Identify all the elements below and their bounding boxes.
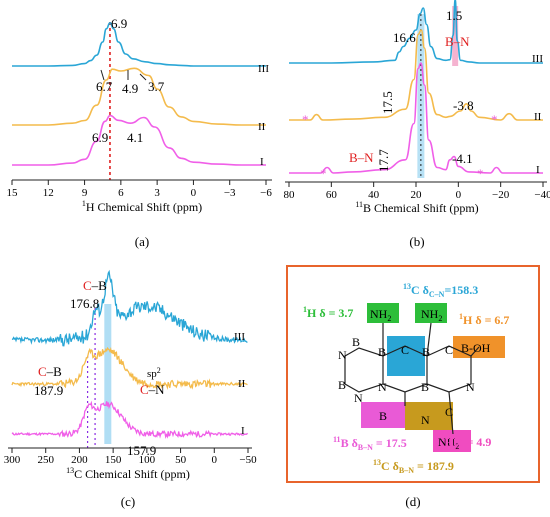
atom-label: N	[354, 391, 363, 405]
trace-label-I: I	[536, 164, 540, 176]
panel-a: 6.9 6.7 4.9 3.7 6.9 4.1 III II I 15 12 9 6 3…	[0, 0, 275, 256]
atom-label: B-OH	[461, 341, 491, 355]
peak-label: 187.9	[34, 383, 63, 398]
peak-label: 4.9	[122, 81, 138, 96]
trace-label-II: II	[238, 378, 246, 390]
h1-67-label: 1H δ = 6.7	[459, 312, 509, 327]
h1-37-label: 1H δ = 3.7	[303, 305, 353, 320]
x-tick-label: −20	[492, 189, 510, 201]
atom-label: C	[445, 343, 453, 357]
x-axis-label: 13C Chemical Shift (ppm)	[66, 466, 190, 481]
x-tick-label: 15	[7, 187, 19, 199]
x-tick-label: −3	[224, 187, 236, 199]
annotation: sp2	[147, 366, 161, 380]
panel-label: (b)	[409, 234, 424, 249]
peak-label: 4.1	[127, 130, 143, 145]
panel-label: (c)	[121, 494, 135, 509]
trace-label-II: II	[258, 121, 266, 133]
x-tick-label: 9	[82, 187, 88, 199]
chart-b: 16.6 1.5 B–N 17.5 -3.8 17.7 -4.1 B–N * *…	[275, 0, 550, 256]
atom-label: N	[466, 380, 475, 394]
peak-label: 6.9	[92, 130, 108, 145]
annotation: C–B	[83, 278, 107, 293]
asterisk: *	[302, 112, 309, 127]
panel-b: 16.6 1.5 B–N 17.5 -3.8 17.7 -4.1 B–N * *…	[275, 0, 550, 256]
asterisk: *	[491, 112, 498, 127]
x-tick-label: 40	[368, 189, 380, 201]
asterisk: *	[477, 166, 484, 181]
trace-label-I: I	[241, 425, 245, 437]
atom-label: B	[379, 409, 387, 423]
chart-c: C–B 176.8 C–B 187.9 sp2 C–N 157.9 III II…	[0, 256, 275, 512]
peak-label: 1.5	[446, 8, 462, 23]
atom-label: B	[421, 380, 429, 394]
trace-label-III: III	[258, 63, 269, 75]
bn-label: B–N	[445, 34, 470, 49]
x-tick-group: 80 60 40 20 0 −20 −40	[284, 182, 550, 201]
series-group	[289, 0, 543, 173]
x-tick-label: 12	[43, 187, 54, 199]
atom-label: B	[352, 335, 360, 349]
x-tick-label: 0	[456, 189, 462, 201]
x-tick-label: 150	[105, 454, 122, 466]
peak-label: -3.8	[453, 98, 474, 113]
peak-label: 6.9	[111, 16, 127, 31]
series-II-line	[12, 68, 266, 125]
x-tick-label: 300	[4, 454, 21, 466]
series-I-line	[12, 401, 248, 437]
bn-label: B–N	[349, 150, 374, 165]
x-tick-group: 15 12 9 6 3 0 −3 −6	[7, 180, 273, 199]
x-tick-label: 250	[37, 454, 54, 466]
structure-diagram: B N B N B N C B C B B N C N B-OH NH2 NH2…	[275, 256, 550, 512]
annotation: C–N	[140, 382, 165, 397]
peak-label: 6.7	[96, 79, 113, 94]
panel-d: B N B N B N C B C B B N C N B-OH NH2 NH2…	[275, 256, 550, 512]
trace-label-III: III	[532, 53, 543, 65]
atom-label: B	[338, 378, 346, 392]
x-tick-label: 60	[326, 189, 338, 201]
x-tick-label: −40	[534, 189, 550, 201]
atom-label: N	[421, 413, 430, 427]
trace-label-II: II	[534, 111, 542, 123]
atom-label: C	[401, 343, 409, 357]
atom-label: N	[378, 380, 387, 394]
peak-label: 17.7	[376, 149, 391, 172]
series-III-line	[12, 23, 266, 66]
x-tick-label: −6	[260, 187, 272, 199]
peak-label: 16.6	[393, 30, 416, 45]
trace-label-I: I	[260, 156, 264, 168]
chart-a: 6.9 6.7 4.9 3.7 6.9 4.1 III II I 15 12 9 6 3…	[0, 0, 275, 256]
atom-label: N	[338, 348, 347, 362]
atom-label: C	[445, 405, 453, 419]
peak-label: 176.8	[70, 296, 99, 311]
peak-label: 17.5	[380, 91, 395, 114]
x-tick-label: −50	[239, 454, 257, 466]
x-tick-label: 20	[411, 189, 423, 201]
asterisk: *	[320, 166, 327, 181]
panel-label: (a)	[135, 234, 149, 249]
series-group	[12, 272, 248, 437]
panel-label: (d)	[405, 494, 420, 509]
c13-bn-label: 13C δB–N = 187.9	[373, 458, 454, 475]
x-tick-label: 80	[284, 189, 296, 201]
panel-c: C–B 176.8 C–B 187.9 sp2 C–N 157.9 III II…	[0, 256, 275, 512]
h1-49-label: 1H δ = 4.9	[441, 434, 491, 449]
series-III-line	[12, 272, 248, 346]
atom-label: B	[378, 345, 386, 359]
x-tick-label: 0	[212, 454, 218, 466]
peak-label: 3.7	[148, 79, 165, 94]
annotation: C–B	[38, 364, 62, 379]
highlight-band	[104, 304, 111, 444]
x-axis-label: 11B Chemical Shift (ppm)	[355, 200, 478, 215]
atom-label: B	[422, 345, 430, 359]
x-axis-label: 1H Chemical Shift (ppm)	[82, 199, 202, 214]
x-tick-label: 0	[191, 187, 197, 199]
x-tick-label: 200	[71, 454, 88, 466]
x-tick-label: 3	[154, 187, 160, 199]
peak-label: -4.1	[452, 151, 473, 166]
x-tick-label: 100	[139, 454, 156, 466]
x-tick-label: 50	[175, 454, 187, 466]
x-tick-label: 6	[118, 187, 124, 199]
trace-label-III: III	[234, 331, 245, 343]
